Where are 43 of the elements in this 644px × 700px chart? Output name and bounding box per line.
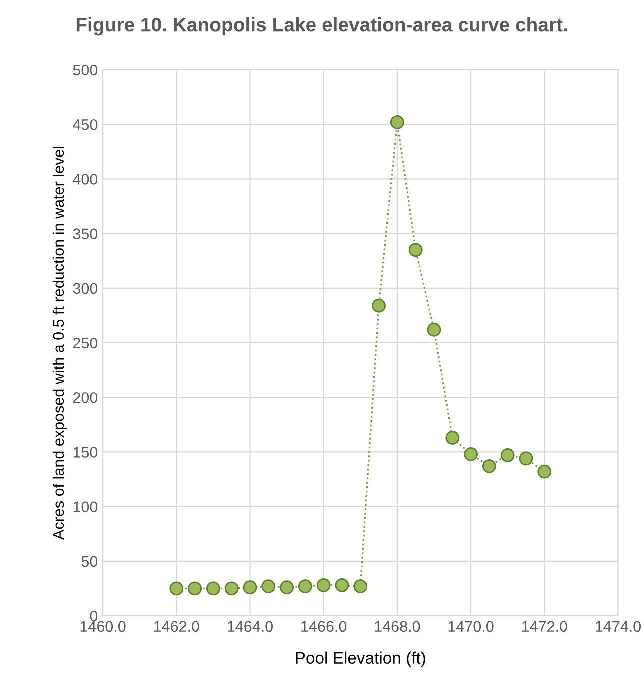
point — [243, 580, 258, 595]
point — [427, 322, 442, 337]
x-tick-label: 1460.0 — [80, 621, 126, 632]
y-tick-label: 100 — [74, 502, 98, 512]
point — [500, 448, 515, 462]
point — [390, 115, 404, 130]
x-tick-label: 1474.0 — [596, 621, 642, 632]
point — [224, 582, 239, 596]
point — [262, 580, 276, 594]
y-tick-label: 350 — [73, 228, 98, 240]
x-axis-title: Pool Elevation (ft) — [296, 652, 426, 668]
point — [538, 464, 552, 479]
point — [354, 580, 368, 594]
y-tick-label: 500 — [73, 64, 98, 76]
chart-title: Figure 10. Kanopolis Lake elevation-area curve chart. — [76, 18, 568, 36]
point — [335, 578, 350, 592]
y-tick-label: 300 — [73, 283, 98, 294]
point — [482, 459, 496, 474]
point — [316, 578, 331, 592]
y-tick-label: 150 — [74, 447, 98, 458]
point — [408, 243, 423, 258]
x-tick-label: 1462.0 — [154, 621, 200, 632]
y-tick-label: 250 — [73, 338, 98, 349]
point — [519, 452, 534, 466]
point — [188, 582, 202, 596]
x-tick-label: 1464.0 — [228, 621, 274, 632]
point — [280, 580, 294, 595]
point — [464, 447, 478, 462]
x-tick-label: 1470.0 — [448, 621, 494, 632]
y-axis-title: Acres of land exposed with a 0.5 ft reduction in water level — [52, 146, 68, 540]
point — [170, 582, 184, 596]
y-tick-label: 200 — [73, 392, 98, 404]
x-tick-label: 1468.0 — [375, 621, 420, 632]
x-tick-label: 1472.0 — [522, 621, 568, 632]
y-tick-label: 50 — [82, 556, 98, 568]
y-tick-label: 450 — [73, 119, 98, 130]
y-tick-label: 400 — [73, 174, 98, 185]
point — [206, 582, 220, 596]
x-tick-label: 1466.0 — [302, 621, 347, 632]
point — [372, 298, 386, 313]
y-tick-label: 0 — [90, 610, 98, 622]
point — [446, 431, 460, 445]
point — [298, 580, 312, 594]
